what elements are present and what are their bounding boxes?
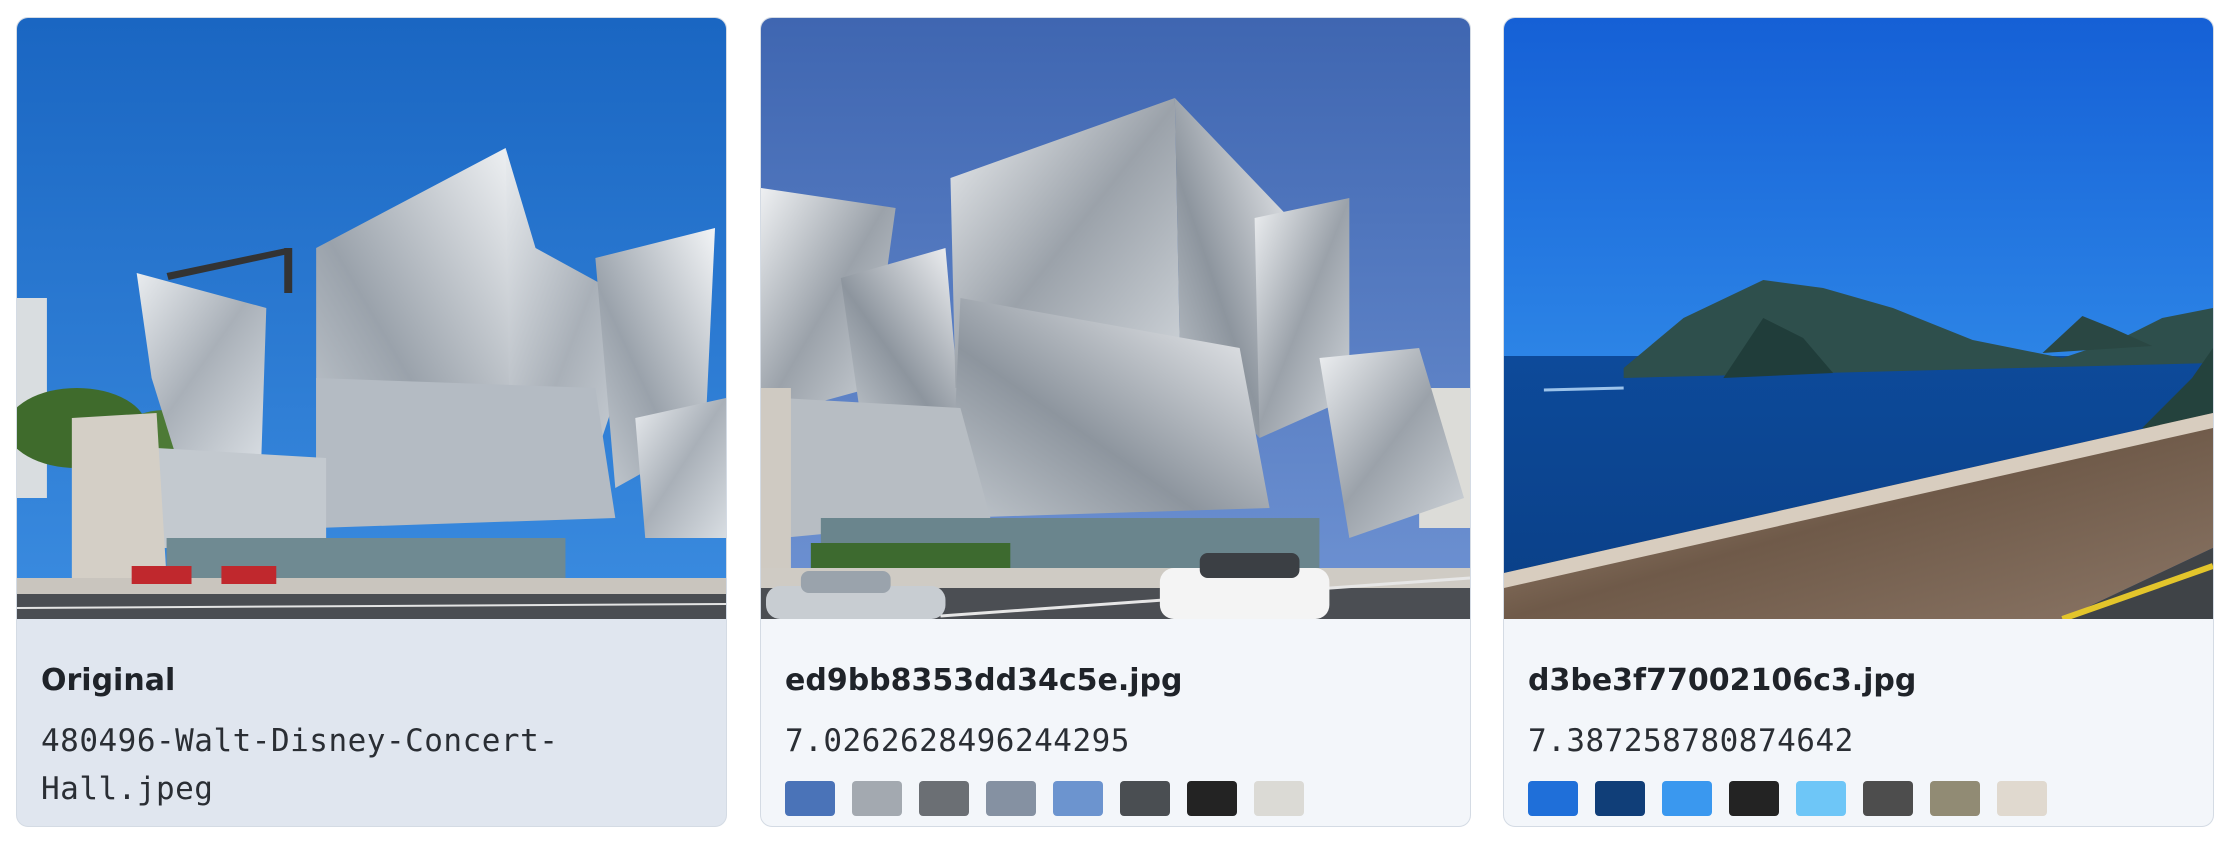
- coastal-photo: [1504, 18, 2213, 619]
- card-title: d3be3f77002106c3.jpg: [1528, 663, 1917, 698]
- color-swatch: [1863, 781, 1913, 816]
- color-swatch: [1930, 781, 1980, 816]
- image-thumbnail[interactable]: [1504, 18, 2213, 619]
- color-swatch: [785, 781, 835, 816]
- card-score: 7.0262628496244295: [785, 723, 1130, 759]
- card-score: 7.387258780874642: [1528, 723, 1854, 759]
- concert-hall-photo: [17, 18, 726, 619]
- card-title: Original: [41, 663, 176, 698]
- color-swatch: [1254, 781, 1304, 816]
- color-swatch: [1053, 781, 1103, 816]
- card-filename: 480496-Walt-Disney-Concert-Hall.jpeg: [41, 723, 559, 807]
- color-palette: [785, 781, 1304, 816]
- color-swatch: [986, 781, 1036, 816]
- color-swatch: [1187, 781, 1237, 816]
- color-swatch: [1662, 781, 1712, 816]
- color-swatch: [1729, 781, 1779, 816]
- color-swatch: [1595, 781, 1645, 816]
- image-card-result-2[interactable]: d3be3f77002106c3.jpg 7.387258780874642: [1503, 17, 2214, 827]
- color-swatch: [852, 781, 902, 816]
- image-card-result-1[interactable]: ed9bb8353dd34c5e.jpg 7.0262628496244295: [760, 17, 1471, 827]
- card-info: Original 480496-Walt-Disney-Concert-Hall…: [41, 619, 702, 813]
- image-card-original[interactable]: Original 480496-Walt-Disney-Concert-Hall…: [16, 17, 727, 827]
- image-thumbnail[interactable]: [761, 18, 1470, 619]
- card-info: d3be3f77002106c3.jpg 7.387258780874642: [1528, 619, 2189, 816]
- color-swatch: [1120, 781, 1170, 816]
- color-swatch: [1796, 781, 1846, 816]
- color-palette: [1528, 781, 2047, 816]
- card-info: ed9bb8353dd34c5e.jpg 7.0262628496244295: [785, 619, 1446, 816]
- concert-hall-photo: [761, 18, 1470, 619]
- color-swatch: [1528, 781, 1578, 816]
- color-swatch: [1997, 781, 2047, 816]
- card-title: ed9bb8353dd34c5e.jpg: [785, 663, 1183, 698]
- image-thumbnail[interactable]: [17, 18, 726, 619]
- color-swatch: [919, 781, 969, 816]
